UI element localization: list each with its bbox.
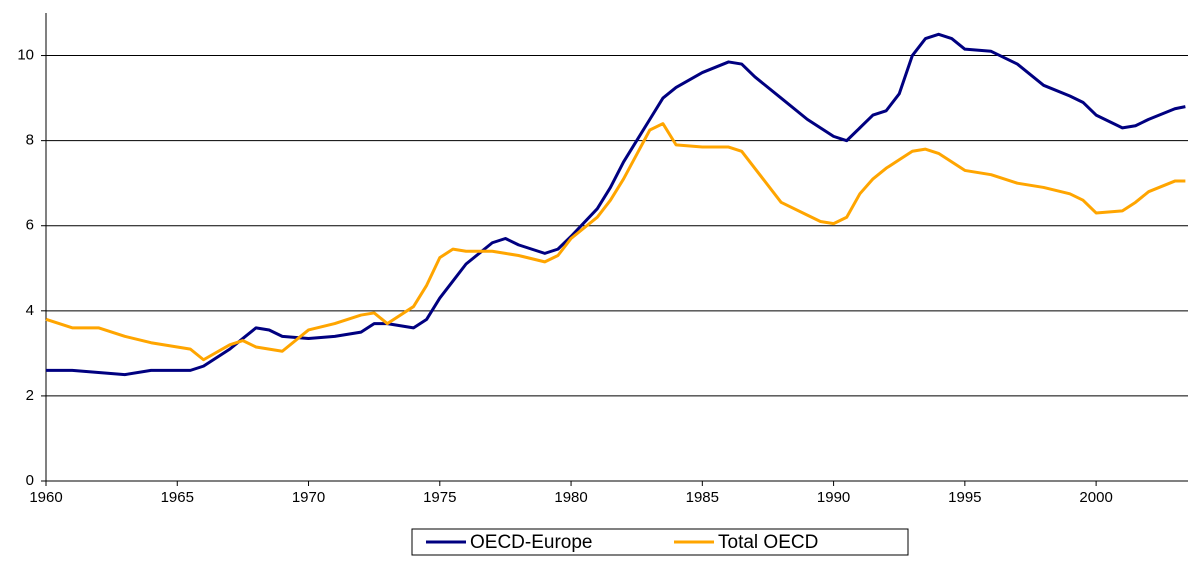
legend-box — [411, 528, 909, 556]
legend-label: Total OECD — [718, 532, 818, 553]
x-tick-label: 1985 — [686, 489, 719, 506]
y-tick-label: 0 — [26, 472, 34, 489]
legend-label: OECD-Europe — [470, 532, 593, 553]
y-tick-label: 6 — [26, 217, 34, 234]
series-line — [45, 122, 1186, 362]
x-tick-label: 1995 — [948, 489, 981, 506]
x-tick-label: 1960 — [29, 489, 62, 506]
y-tick-label: 4 — [26, 302, 34, 319]
series-line — [46, 32, 1186, 377]
x-tick-label: 1980 — [554, 489, 587, 506]
y-tick-label: 2 — [26, 387, 34, 404]
x-tick-label: 1990 — [817, 489, 850, 506]
x-tick-label: 1975 — [423, 489, 456, 506]
y-tick-label: 10 — [17, 47, 34, 64]
x-tick-label: 1965 — [161, 489, 194, 506]
x-tick-label: 2000 — [1079, 489, 1112, 506]
x-tick-label: 1970 — [292, 489, 325, 506]
y-tick-label: 8 — [26, 132, 34, 149]
